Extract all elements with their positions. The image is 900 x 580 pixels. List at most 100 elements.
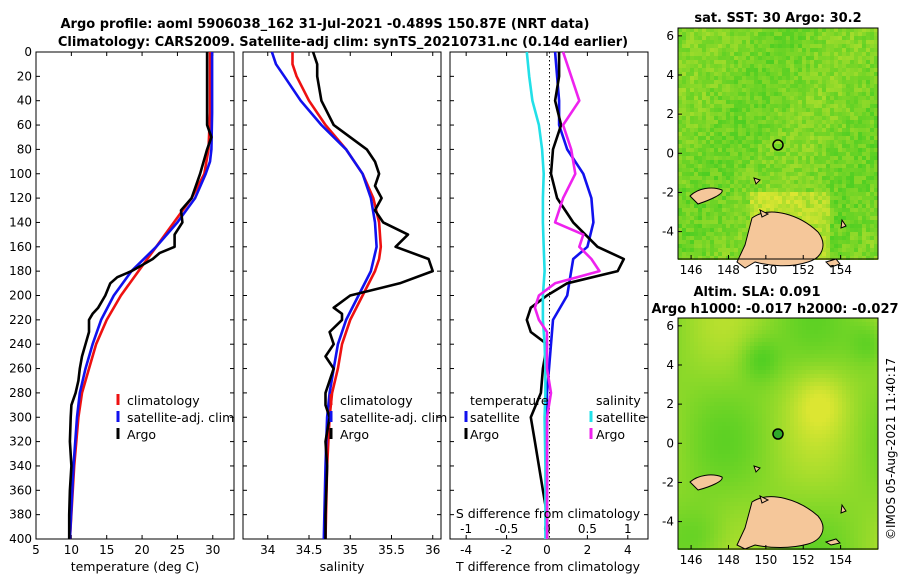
heat-cell [818,80,822,84]
heat-cell [838,120,842,124]
heat-cell [682,366,686,370]
heat-cell [738,418,742,422]
heat-cell [686,442,690,446]
heat-cell [842,252,846,256]
heat-cell [782,450,786,454]
heat-cell [686,434,690,438]
heat-cell [818,184,822,188]
heat-cell [702,204,706,208]
heat-cell [778,386,782,390]
heat-cell [838,236,842,240]
heat-cell [810,390,814,394]
heat-cell [758,442,762,446]
heat-cell [842,398,846,402]
heat-cell [722,80,726,84]
heat-cell [762,366,766,370]
heat-cell [702,160,706,164]
heat-cell [870,168,874,172]
heat-cell [714,40,718,44]
heat-cell [834,180,838,184]
heat-cell [718,48,722,52]
heat-cell [854,414,858,418]
heat-cell [802,136,806,140]
heat-cell [838,208,842,212]
heat-cell [866,108,870,112]
heat-cell [718,342,722,346]
heat-cell [814,56,818,60]
heat-cell [694,128,698,132]
heat-cell [746,144,750,148]
heat-cell [854,386,858,390]
heat-cell [742,28,746,32]
heat-cell [718,414,722,418]
t-difference-xlabel: T difference from climatology [455,559,641,574]
heat-cell [762,160,766,164]
heat-cell [742,322,746,326]
heat-cell [826,220,830,224]
heat-cell [822,438,826,442]
heat-cell [790,422,794,426]
heat-cell [702,462,706,466]
heat-cell [870,148,874,152]
heat-cell [798,56,802,60]
heat-cell [810,92,814,96]
heat-cell [834,164,838,168]
heat-cell [802,200,806,204]
heat-cell [778,28,782,32]
heat-cell [774,370,778,374]
heat-cell [826,160,830,164]
heat-cell [854,152,858,156]
heat-cell [818,72,822,76]
heat-cell [726,80,730,84]
heat-cell [870,322,874,326]
heat-cell [690,220,694,224]
heat-cell [830,330,834,334]
heat-cell [734,116,738,120]
heat-cell [874,406,878,410]
heat-cell [734,434,738,438]
heat-cell [858,124,862,128]
heat-cell [754,52,758,56]
heat-cell [806,402,810,406]
heat-cell [830,370,834,374]
heat-cell [734,354,738,358]
heat-cell [722,390,726,394]
heat-cell [762,88,766,92]
heat-cell [718,362,722,366]
heat-cell [710,184,714,188]
heat-cell [738,72,742,76]
heat-cell [786,386,790,390]
heat-cell [746,128,750,132]
heat-cell [846,318,850,322]
heat-cell [738,156,742,160]
heat-cell [710,358,714,362]
heat-cell [870,80,874,84]
heat-cell [742,216,746,220]
heat-cell [794,346,798,350]
heat-cell [858,184,862,188]
heat-cell [834,350,838,354]
heat-cell [774,402,778,406]
heat-cell [762,92,766,96]
heat-cell [790,450,794,454]
heat-cell [690,208,694,212]
heat-cell [794,100,798,104]
heat-cell [730,104,734,108]
heat-cell [686,252,690,256]
heat-cell [730,422,734,426]
heat-cell [874,318,878,322]
heat-cell [738,188,742,192]
heat-cell [754,40,758,44]
heat-cell [782,128,786,132]
heat-cell [866,374,870,378]
heat-cell [818,438,822,442]
heat-cell [786,354,790,358]
legend-argo: Argo [340,427,369,442]
heat-cell [698,148,702,152]
heat-cell [766,426,770,430]
heat-cell [822,104,826,108]
heat-cell [782,326,786,330]
heat-cell [862,188,866,192]
heat-cell [694,418,698,422]
heat-cell [678,326,682,330]
